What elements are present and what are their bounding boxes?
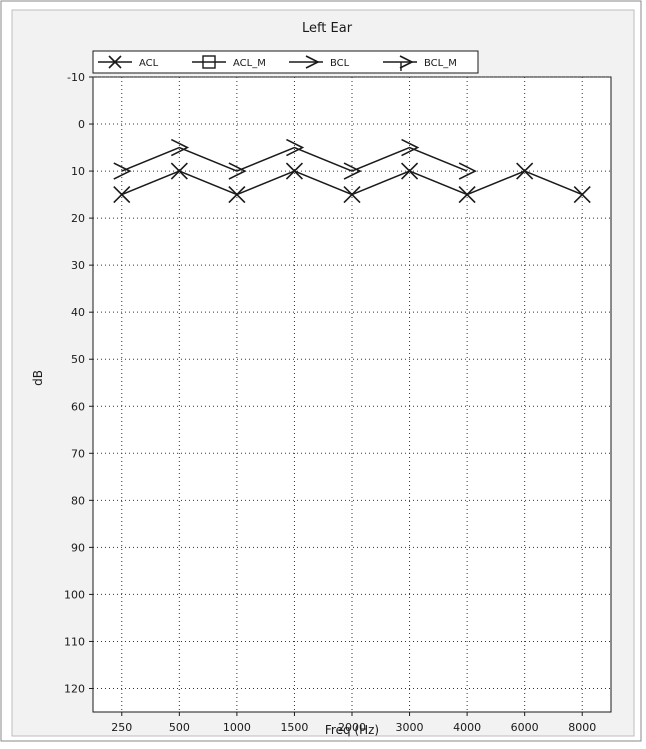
data-point-acl: [285, 162, 304, 180]
data-point-acl: [400, 162, 419, 180]
legend-label: ACL_M: [233, 58, 266, 69]
y-tick-label: 30: [71, 259, 85, 272]
y-tick-labels: -10 0 10 20 30 40 50 60 70 80 90 100 110 120: [64, 71, 93, 695]
chart-title: Left Ear: [302, 21, 353, 36]
x-tick-label: 4000: [453, 721, 481, 734]
data-point-bcl: [228, 162, 247, 180]
data-point-bcl: [113, 162, 132, 180]
arrow-right-icon: [289, 55, 323, 69]
data-point-bcl: [401, 138, 420, 157]
bracket-arrow-icon: [383, 55, 417, 71]
y-tick-label: 90: [71, 541, 85, 554]
data-point-bcl: [458, 162, 477, 180]
data-point-acl: [228, 186, 246, 204]
x-tick-label: 1000: [223, 721, 251, 734]
y-tick-label: 60: [71, 400, 85, 413]
y-tick-label: 50: [71, 353, 85, 366]
y-tick-label: -10: [67, 71, 85, 84]
x-tick-label: 2000: [338, 721, 366, 734]
series-line-bcl: [121, 146, 468, 172]
y-tick-label: 100: [64, 588, 85, 601]
x-tick-label: 8000: [568, 721, 596, 734]
y-tick-label: 20: [71, 212, 85, 225]
y-tick-label: 10: [71, 165, 85, 178]
y-tick-label: 110: [64, 635, 85, 648]
data-point-acl: [573, 186, 591, 204]
legend: ACL ACL_M BCL BCL_M: [92, 50, 479, 74]
data-point-bcl: [170, 138, 190, 157]
x-axis-label: Freq (Hz): [325, 723, 379, 737]
y-tick-label: 40: [71, 306, 85, 319]
data-point-bcl: [343, 162, 362, 180]
x-tick-labels: 250 500 1000 1500 2000 3000 4000 6000 8000: [111, 712, 596, 734]
legend-label: ACL: [139, 58, 159, 69]
data-point-acl: [516, 162, 534, 180]
data-point-acl: [170, 162, 188, 180]
data-point-acl: [458, 186, 476, 204]
plot-area: [92, 76, 612, 713]
y-tick-label: 120: [64, 682, 85, 695]
x-tick-label: 500: [169, 721, 190, 734]
square-icon: [192, 55, 226, 69]
x-tick-label: 6000: [511, 721, 539, 734]
x-icon: [98, 55, 132, 69]
y-tick-label: 80: [71, 494, 85, 507]
x-tick-label: 1500: [280, 721, 308, 734]
legend-label: BCL_M: [424, 58, 457, 69]
y-tick-label: 70: [71, 447, 85, 460]
y-axis-label: dB: [31, 370, 45, 386]
data-point-bcl: [286, 138, 305, 157]
y-tick-label: 0: [78, 118, 85, 131]
data-point-acl: [113, 186, 131, 204]
legend-label: BCL: [330, 58, 350, 69]
data-point-acl: [343, 186, 361, 204]
x-tick-label: 3000: [396, 721, 424, 734]
legend-box: [92, 50, 479, 74]
series-layer: [113, 138, 591, 204]
x-tick-label: 250: [111, 721, 132, 734]
